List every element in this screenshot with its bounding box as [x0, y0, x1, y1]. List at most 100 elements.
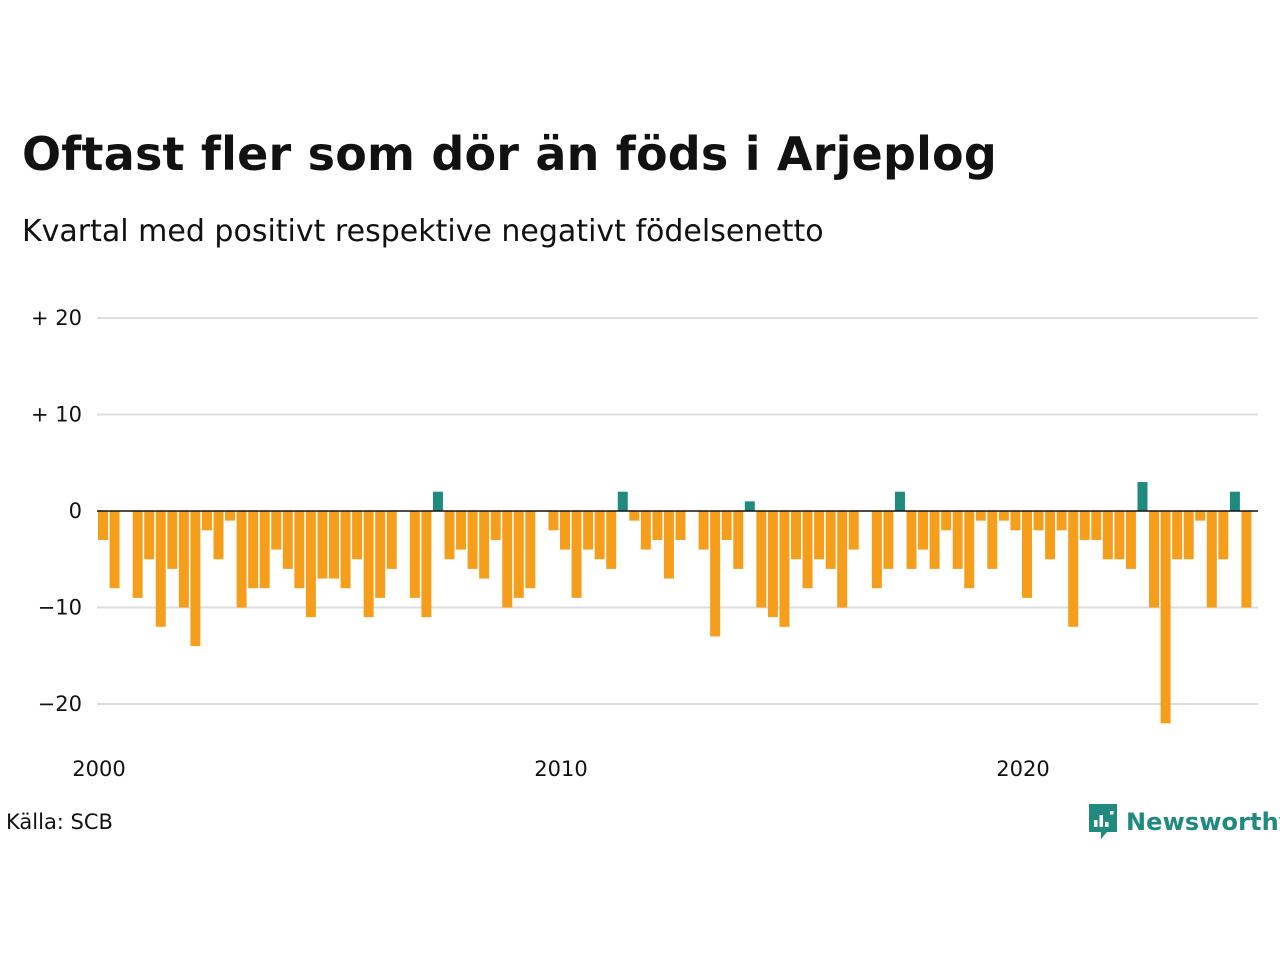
bar-negative — [1102, 511, 1113, 560]
bar-positive — [894, 491, 905, 511]
x-tick-label: 2020 — [996, 757, 1049, 781]
bar-negative — [987, 511, 998, 569]
bar-positive — [1229, 491, 1240, 511]
y-tick-label: −10 — [38, 596, 82, 620]
bar-negative — [525, 511, 536, 589]
bar-negative — [941, 511, 952, 531]
bar-negative — [363, 511, 374, 618]
bar-negative — [317, 511, 328, 579]
bar-negative — [918, 511, 929, 550]
bar-negative — [1022, 511, 1032, 598]
bar-negative — [906, 511, 917, 569]
bar-negative — [825, 511, 836, 569]
bar-negative — [178, 511, 189, 608]
bar-negative — [606, 511, 617, 569]
bar-negative — [952, 511, 963, 569]
bar-negative — [1195, 511, 1206, 521]
bar-negative — [1218, 511, 1229, 560]
bar-negative — [767, 511, 778, 618]
bar-negative — [248, 511, 259, 589]
bar-negative — [421, 511, 432, 618]
bar-negative — [594, 511, 605, 560]
bar-negative — [1033, 511, 1044, 531]
bar-positive — [432, 491, 443, 511]
newsworthy-logo-text: Newsworthy — [1126, 808, 1280, 836]
bar-negative — [652, 511, 663, 540]
bar-negative — [479, 511, 490, 579]
y-tick-label: −20 — [38, 692, 82, 716]
bar-negative — [1160, 511, 1171, 724]
bar-negative — [1056, 511, 1067, 531]
y-tick-label: + 20 — [31, 306, 82, 330]
bar-negative — [848, 511, 859, 550]
bar-negative — [733, 511, 744, 569]
bar-negative — [259, 511, 270, 589]
axes: + 20 + 10 0 −10 −20 2000 2010 2020 — [31, 306, 1258, 781]
bar-negative — [698, 511, 709, 550]
bar-negative — [1010, 511, 1021, 531]
bar-negative — [710, 511, 721, 637]
bar-negative — [814, 511, 825, 560]
bar-negative — [502, 511, 513, 608]
bar-negative — [560, 511, 570, 550]
bar-negative — [802, 511, 813, 589]
bar-negative — [352, 511, 363, 560]
x-tick-label: 2000 — [72, 757, 125, 781]
bar-negative — [663, 511, 674, 579]
bar-negative — [225, 511, 236, 521]
bar-negative — [629, 511, 640, 521]
bar-negative — [1125, 511, 1136, 569]
bar-negative — [1149, 511, 1160, 608]
bar-negative — [998, 511, 1009, 521]
bar-positive — [744, 501, 755, 511]
bar-negative — [201, 511, 212, 531]
bar-negative — [1091, 511, 1102, 540]
bar-negative — [1241, 511, 1252, 608]
bar-negative — [975, 511, 986, 521]
bar-negative — [305, 511, 316, 618]
bar-negative — [756, 511, 767, 608]
chart-title: Oftast fler som dör än föds i Arjeplog — [22, 127, 997, 181]
y-tick-label: + 10 — [31, 403, 82, 427]
bar-negative — [548, 511, 559, 531]
bar-negative — [329, 511, 339, 579]
bar-negative — [490, 511, 501, 540]
bar-negative — [213, 511, 224, 560]
bar-negative — [1183, 511, 1194, 560]
bar-negative — [167, 511, 178, 569]
bar-chart: + 20 + 10 0 −10 −20 2000 2010 2020 — [31, 306, 1258, 781]
bar-negative — [444, 511, 455, 560]
bar-negative — [791, 511, 801, 560]
bar-negative — [271, 511, 282, 550]
bar-positive — [617, 491, 628, 511]
bar-negative — [721, 511, 732, 540]
bar-negative — [386, 511, 397, 569]
chart-subtitle: Kvartal med positivt respektive negativt… — [22, 214, 824, 249]
bar-negative — [132, 511, 143, 598]
bar-negative — [513, 511, 524, 598]
bar-negative — [467, 511, 478, 569]
bar-negative — [98, 511, 108, 540]
bar-positive — [1137, 482, 1148, 511]
bar-negative — [282, 511, 293, 569]
bar-negative — [456, 511, 467, 550]
bar-negative — [1206, 511, 1217, 608]
newsworthy-logo: Newsworthy — [1088, 802, 1280, 842]
bar-negative — [583, 511, 594, 550]
bar-negative — [1114, 511, 1125, 560]
bar-negative — [340, 511, 351, 589]
bar-negative — [837, 511, 848, 608]
bar-negative — [1068, 511, 1079, 627]
bar-negative — [571, 511, 582, 598]
bar-negative — [1172, 511, 1183, 560]
x-tick-label: 2010 — [534, 757, 587, 781]
bar-negative — [144, 511, 155, 560]
bar-negative — [375, 511, 386, 598]
bar-negative — [1079, 511, 1090, 540]
bar-negative — [409, 511, 420, 598]
source-note: Källa: SCB — [6, 810, 113, 834]
bar-negative — [1045, 511, 1056, 560]
newsworthy-logo-icon — [1089, 804, 1117, 839]
bar-negative — [236, 511, 247, 608]
bar-negative — [964, 511, 975, 589]
